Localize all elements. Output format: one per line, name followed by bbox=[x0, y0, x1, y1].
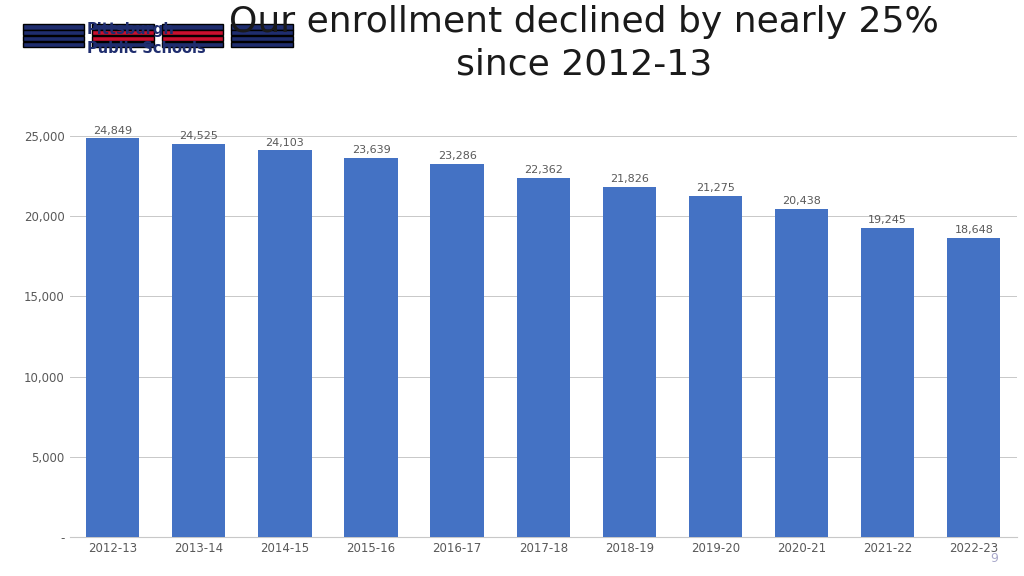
FancyBboxPatch shape bbox=[23, 36, 84, 41]
Text: 19,245: 19,245 bbox=[868, 215, 907, 225]
FancyBboxPatch shape bbox=[92, 42, 154, 47]
Text: 9: 9 bbox=[990, 552, 998, 566]
Bar bbox=[516, 179, 570, 537]
FancyBboxPatch shape bbox=[92, 36, 154, 41]
Text: 20,438: 20,438 bbox=[782, 196, 821, 206]
FancyBboxPatch shape bbox=[162, 42, 223, 47]
FancyBboxPatch shape bbox=[23, 24, 84, 29]
Bar bbox=[603, 187, 656, 537]
Bar bbox=[430, 164, 483, 537]
FancyBboxPatch shape bbox=[92, 31, 154, 36]
FancyBboxPatch shape bbox=[23, 42, 84, 47]
Text: 24,103: 24,103 bbox=[265, 138, 304, 147]
Text: 23,286: 23,286 bbox=[437, 151, 476, 161]
FancyBboxPatch shape bbox=[162, 24, 223, 29]
Text: Pittsburgh: Pittsburgh bbox=[87, 21, 175, 36]
FancyBboxPatch shape bbox=[162, 36, 223, 41]
Text: 23,639: 23,639 bbox=[351, 145, 390, 155]
FancyBboxPatch shape bbox=[231, 24, 293, 29]
FancyBboxPatch shape bbox=[23, 31, 84, 36]
Bar bbox=[861, 228, 914, 537]
FancyBboxPatch shape bbox=[231, 31, 293, 36]
FancyBboxPatch shape bbox=[231, 36, 293, 41]
Bar bbox=[689, 196, 742, 537]
Text: 21,826: 21,826 bbox=[610, 174, 649, 184]
Text: 24,849: 24,849 bbox=[93, 126, 132, 135]
Bar bbox=[344, 158, 397, 537]
Text: 21,275: 21,275 bbox=[696, 183, 735, 193]
Bar bbox=[258, 150, 311, 537]
Text: 22,362: 22,362 bbox=[524, 165, 562, 176]
FancyBboxPatch shape bbox=[162, 31, 223, 36]
Text: 18,648: 18,648 bbox=[954, 225, 993, 235]
Text: Our enrollment declined by nearly 25%
since 2012-13: Our enrollment declined by nearly 25% si… bbox=[228, 5, 939, 82]
Bar bbox=[775, 209, 828, 537]
Bar bbox=[172, 143, 225, 537]
Bar bbox=[86, 138, 139, 537]
Text: 24,525: 24,525 bbox=[179, 131, 218, 141]
Bar bbox=[947, 238, 1000, 537]
Text: Public Schools: Public Schools bbox=[87, 41, 206, 56]
FancyBboxPatch shape bbox=[231, 42, 293, 47]
FancyBboxPatch shape bbox=[92, 24, 154, 29]
